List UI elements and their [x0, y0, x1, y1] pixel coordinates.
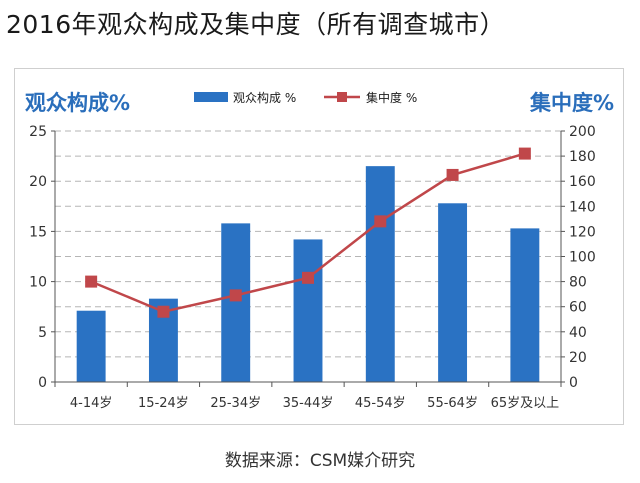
right-tick-label: 100: [569, 250, 596, 266]
x-tick-label: 35-44岁: [283, 396, 334, 411]
left-tick-label: 10: [29, 275, 47, 291]
chart-panel: 观众构成% 集中度% 观众构成 % 集中度 % 0 5 10 15 20 25 0 20 40 6…: [14, 68, 624, 425]
left-tick-label: 20: [29, 174, 47, 190]
legend-bar-label: 观众构成 %: [233, 90, 296, 105]
right-tick-label: 140: [569, 199, 596, 215]
left-tick-label: 0: [38, 375, 47, 391]
legend-line-marker: [337, 92, 347, 102]
bar: [510, 228, 540, 382]
bar: [76, 310, 106, 382]
right-tick-label: 0: [569, 375, 578, 391]
legend: 观众构成 % 集中度 %: [194, 90, 417, 105]
right-tick-label: 180: [569, 149, 596, 165]
x-tick-label: 15-24岁: [138, 396, 189, 411]
left-tick-label: 25: [29, 124, 47, 140]
data-source: 数据来源：CSM媒介研究: [224, 451, 416, 471]
bar: [221, 223, 251, 382]
chart-svg: 观众构成% 集中度% 观众构成 % 集中度 % 0 5 10 15 20 25 0 20 40 6…: [25, 90, 614, 411]
line-marker: [85, 275, 98, 288]
right-tick-label: 20: [569, 350, 587, 366]
bar: [438, 203, 468, 382]
x-tick-label: 65岁及以上: [491, 396, 560, 411]
line-marker: [157, 305, 170, 318]
right-tick-label: 80: [569, 275, 587, 291]
bar-series: [76, 166, 540, 382]
line-marker: [518, 147, 531, 160]
right-tick-label: 160: [569, 174, 596, 190]
bar: [293, 239, 323, 382]
line-marker: [374, 215, 387, 228]
line-marker: [302, 271, 314, 284]
line-marker: [229, 289, 242, 302]
right-axis-title: 集中度%: [529, 91, 614, 115]
line-series: [85, 147, 531, 318]
left-tick-label: 5: [38, 325, 47, 341]
legend-bar-swatch: [194, 92, 228, 102]
x-tick-label: 45-54岁: [355, 396, 406, 411]
line-marker: [446, 168, 459, 181]
right-tick-label: 120: [569, 224, 596, 240]
x-tick-label: 4-14岁: [70, 396, 113, 411]
right-tick-label: 200: [569, 124, 596, 140]
right-tick-label: 40: [569, 325, 587, 341]
chart-title: 2016年观众构成及集中度（所有调查城市）: [6, 10, 506, 39]
legend-line-label: 集中度 %: [366, 90, 417, 105]
x-tick-label: 55-64岁: [427, 396, 478, 411]
x-tick-label: 25-34岁: [210, 396, 261, 411]
right-tick-label: 60: [569, 300, 587, 316]
left-axis-title: 观众构成%: [25, 91, 130, 115]
left-tick-label: 15: [29, 224, 47, 240]
axes: 0 5 10 15 20 25 0 20 40 60 80 100 120 140 160 180 200 4-1…: [29, 124, 596, 411]
bar: [365, 166, 395, 382]
